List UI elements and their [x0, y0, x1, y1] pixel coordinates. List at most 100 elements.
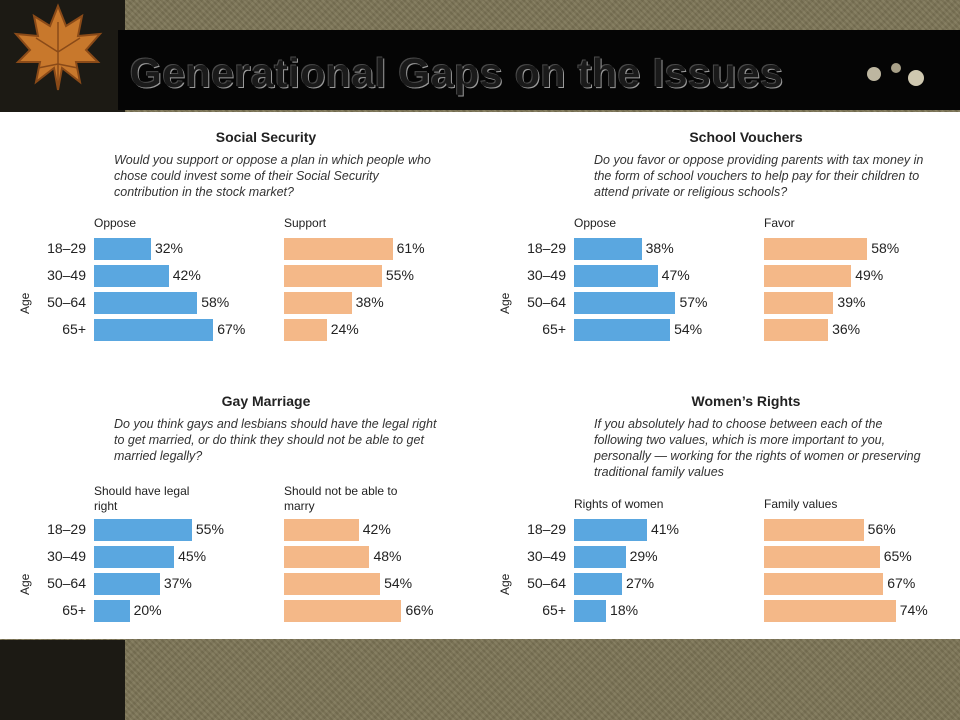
age-tick-label: 18–29	[47, 240, 86, 256]
bar-right-label: 66%	[405, 602, 434, 618]
age-tick-label: 50–64	[527, 575, 566, 591]
bar-left	[574, 265, 658, 287]
chart-0: Social Security Would you support or oppo…	[0, 112, 480, 375]
bar-left-label: 57%	[679, 294, 708, 310]
bar-right-label: 38%	[355, 294, 384, 310]
bar-left-label: 54%	[674, 321, 703, 337]
bar-left	[94, 600, 130, 622]
age-tick-label: 30–49	[527, 267, 566, 283]
bar-left-label: 29%	[629, 548, 658, 564]
bar-right-label: 67%	[887, 575, 916, 591]
age-tick-label: 50–64	[47, 575, 86, 591]
age-tick-label: 65+	[542, 602, 566, 618]
bar-right-label: 36%	[832, 321, 861, 337]
bar-right-label: 65%	[883, 548, 912, 564]
chart-title: Social Security	[215, 129, 317, 145]
bar-right-label: 24%	[330, 321, 359, 337]
chart-question: Would you support or oppose a plan in wh…	[114, 153, 431, 199]
bar-left	[574, 292, 676, 314]
chart-question: If you absolutely had to choose between …	[594, 417, 921, 479]
bar-left	[94, 573, 160, 595]
bar-right-label: 49%	[855, 267, 884, 283]
bar-right	[764, 319, 829, 341]
series-label-left: Oppose	[94, 216, 137, 230]
age-tick-label: 65+	[62, 321, 86, 337]
age-axis-label: Age	[18, 292, 32, 314]
bar-right	[284, 519, 359, 541]
series-label-left: Oppose	[574, 216, 617, 230]
bar-right-label: 74%	[899, 602, 928, 618]
bar-right	[284, 238, 393, 260]
bar-right-label: 48%	[373, 548, 402, 564]
bar-right	[764, 546, 880, 568]
chart-3: Women’s Rights If you absolutely had to c…	[480, 376, 960, 639]
bar-right	[764, 600, 896, 622]
bar-left-label: 47%	[661, 267, 690, 283]
title-bar	[118, 30, 960, 110]
age-tick-label: 65+	[542, 321, 566, 337]
bar-right-label: 54%	[384, 575, 413, 591]
bar-left-label: 32%	[154, 240, 183, 256]
bar-left-label: 18%	[610, 602, 639, 618]
maple-leaf-icon	[13, 3, 103, 91]
bar-left-label: 27%	[626, 575, 655, 591]
age-tick-label: 30–49	[527, 548, 566, 564]
bar-left-label: 42%	[172, 267, 201, 283]
bar-right-label: 39%	[837, 294, 866, 310]
age-tick-label: 50–64	[527, 294, 566, 310]
chart-question: Do you think gays and lesbians should ha…	[114, 417, 437, 463]
bar-right-label: 42%	[362, 521, 391, 537]
bar-left-label: 41%	[650, 521, 679, 537]
bar-left	[94, 265, 169, 287]
bar-right	[284, 265, 382, 287]
series-label-left: Rights of women	[574, 497, 664, 511]
bar-right	[284, 600, 402, 622]
bar-left	[574, 238, 642, 260]
bar-right	[284, 292, 352, 314]
chart-title: Gay Marriage	[221, 393, 311, 409]
bar-right	[764, 519, 864, 541]
chart-1: School Vouchers Do you favor or oppose pr…	[480, 112, 960, 375]
bar-left	[574, 519, 647, 541]
bar-right	[764, 573, 884, 595]
bar-right	[764, 292, 834, 314]
age-tick-label: 18–29	[527, 240, 566, 256]
age-tick-label: 18–29	[47, 521, 86, 537]
bar-left-label: 37%	[163, 575, 192, 591]
bar-right-label: 61%	[396, 240, 425, 256]
series-label-left: Should have legal right	[94, 484, 190, 513]
bar-left-label: 67%	[217, 321, 246, 337]
bar-left-label: 55%	[195, 521, 224, 537]
bar-left-label: 20%	[133, 602, 162, 618]
bar-left-label: 45%	[178, 548, 207, 564]
age-tick-label: 18–29	[527, 521, 566, 537]
chart-2: Gay Marriage Do you think gays and lesbia…	[0, 376, 480, 639]
decorative-stripe-bottom	[0, 640, 125, 720]
bar-right-label: 58%	[871, 240, 900, 256]
bar-left	[94, 519, 192, 541]
age-axis-label: Age	[498, 573, 512, 595]
bar-left	[94, 292, 198, 314]
age-axis-label: Age	[18, 573, 32, 595]
bar-left-label: 38%	[645, 240, 674, 256]
series-label-right: Family values	[764, 497, 838, 511]
age-tick-label: 30–49	[47, 267, 86, 283]
age-axis-label: Age	[498, 292, 512, 314]
bar-left	[574, 319, 671, 341]
page-title: Generational Gaps on the Issues	[130, 50, 784, 96]
bar-right-label: 56%	[867, 521, 896, 537]
bar-left	[94, 238, 151, 260]
bar-left	[574, 573, 623, 595]
chart-title: School Vouchers	[689, 129, 803, 145]
chart-title: Women’s Rights	[691, 393, 801, 409]
bar-right	[284, 546, 370, 568]
age-tick-label: 30–49	[47, 548, 86, 564]
ornament-icon	[867, 63, 924, 86]
bar-left-label: 58%	[201, 294, 230, 310]
series-label-right: Support	[284, 216, 327, 230]
bar-right	[764, 238, 868, 260]
bar-right	[764, 265, 852, 287]
bar-right	[284, 573, 381, 595]
series-label-right: Favor	[764, 216, 795, 230]
bar-left	[574, 600, 607, 622]
